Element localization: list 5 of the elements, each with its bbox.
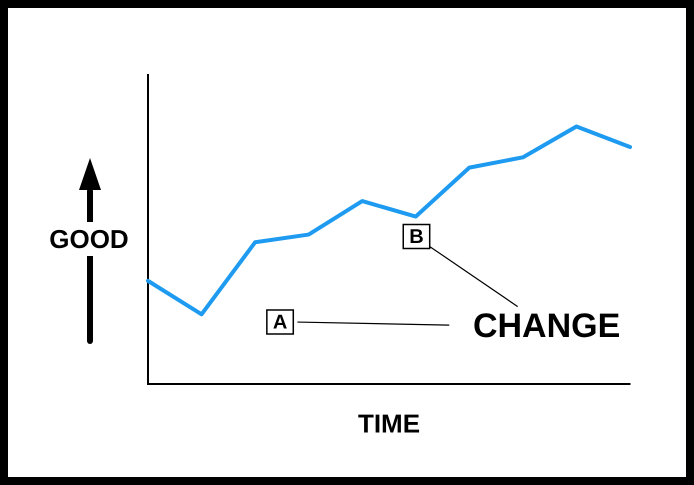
annotation: A [272,312,288,334]
y-axis-title: GOOD [38,222,140,256]
annotation: B [409,226,424,248]
annotation: CHANGE [472,307,620,346]
x-axis-title: TIME [358,408,420,439]
